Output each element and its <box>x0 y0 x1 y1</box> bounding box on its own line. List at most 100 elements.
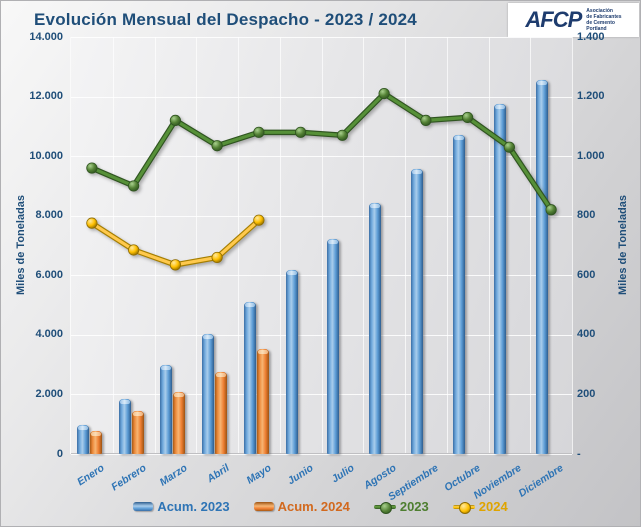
right-axis-tick-label: - <box>577 447 581 460</box>
bar-acum-2023-abril <box>202 334 215 454</box>
afcp-org-line: Portland <box>586 26 607 33</box>
right-axis-tick-label: 800 <box>577 209 596 222</box>
bar-acum-2023-marzo <box>160 364 173 454</box>
legend-label: Acum. 2023 <box>157 499 230 514</box>
x-axis-line <box>71 453 572 454</box>
marker-2023 <box>462 111 474 124</box>
right-axis-title: Miles de Toneladas <box>617 194 629 296</box>
bar-acum-2024-mayo <box>256 348 269 454</box>
marker-2024 <box>253 214 265 226</box>
legend-line-swatch <box>373 501 396 514</box>
v-gridline <box>572 37 573 454</box>
left-axis-tick-label: 12.000 <box>29 90 63 103</box>
right-axis-tick-label: 200 <box>577 387 596 400</box>
legend-item-acum-2024: Acum. 2024 <box>253 499 350 514</box>
legend-label: 2023 <box>399 499 429 514</box>
legend-label: Acum. 2024 <box>277 499 350 514</box>
bar-acum-2023-agosto <box>369 202 382 454</box>
v-gridline <box>405 37 406 454</box>
legend-bar-swatch <box>133 502 154 511</box>
x-axis-label-mayo: Mayo <box>244 462 274 487</box>
left-axis-tick-label: 10.000 <box>29 149 63 162</box>
v-gridline <box>363 37 365 454</box>
line-2024 <box>90 218 261 267</box>
left-axis-tick-label: 8.000 <box>35 209 63 222</box>
line-2023 <box>89 90 554 213</box>
legend-item-2023: 2023 <box>373 499 429 514</box>
line-2023 <box>90 91 553 212</box>
legend-item-acum-2023: Acum. 2023 <box>133 499 230 514</box>
x-axis-label-junio: Junio <box>285 462 316 488</box>
plot-area <box>70 37 573 455</box>
bar-acum-2024-enero <box>89 431 102 454</box>
marker-2024 <box>211 251 223 264</box>
legend-marker-dot <box>458 501 471 514</box>
bar-acum-2023-septiembre <box>410 168 423 454</box>
afcp-org-line: de Fabricantes <box>586 13 622 20</box>
bar-acum-2023-noviembre <box>494 104 507 454</box>
x-axis-label-febrero: Febrero <box>108 462 149 494</box>
chart-title: Evolución Mensual del Despacho - 2023 / … <box>34 10 417 29</box>
v-gridline <box>238 37 239 454</box>
left-axis-tick-label: 2.000 <box>35 387 63 400</box>
legend: Acum. 2023 Acum. 2024 2023 2024 <box>1 499 640 514</box>
afcp-wordmark: AFCP <box>525 7 582 32</box>
line-series-layer <box>86 87 557 271</box>
legend-item-2024: 2024 <box>452 499 508 514</box>
marker-2023 <box>378 87 390 100</box>
bar-acum-2024-marzo <box>173 391 186 454</box>
marker-2023 <box>169 114 181 127</box>
x-axis-label-abril: Abril <box>205 462 232 486</box>
bar-acum-2023-octubre <box>452 135 465 454</box>
legend-marker-dot <box>379 501 392 514</box>
bar-acum-2024-abril <box>215 371 228 454</box>
left-axis-tick-label: 14.000 <box>29 30 63 43</box>
bar-acum-2023-junio <box>285 270 298 454</box>
bar-acum-2024-febrero <box>131 410 144 454</box>
right-axis-tick-label: 1.200 <box>577 90 605 103</box>
bar-acum-2023-diciembre <box>536 79 549 454</box>
right-axis-tick-label: 1.400 <box>577 30 605 43</box>
marker-2023 <box>253 126 265 138</box>
marker-2023 <box>128 180 140 192</box>
marker-2023 <box>545 204 557 216</box>
h-gridline <box>71 454 572 455</box>
right-axis-tick-label: 1.000 <box>577 149 605 162</box>
v-gridline <box>446 37 448 454</box>
bar-acum-2023-febrero <box>118 398 131 454</box>
marker-2023 <box>295 126 307 138</box>
marker-2023 <box>420 114 432 127</box>
v-gridline <box>321 37 323 454</box>
afcp-org-line: de Cemento <box>586 20 615 26</box>
bar-acum-2023-julio <box>327 238 340 454</box>
x-axis-label-diciembre: Diciembre <box>516 462 566 500</box>
v-gridline <box>154 37 156 454</box>
bar-acum-2023-mayo <box>243 301 256 454</box>
legend-bar-swatch <box>253 502 274 511</box>
v-gridline <box>279 37 281 454</box>
marker-2023 <box>86 162 98 174</box>
legend-line-swatch <box>452 501 475 514</box>
v-gridline <box>530 37 532 454</box>
marker-2024 <box>128 244 140 256</box>
v-gridline <box>488 37 490 454</box>
legend-label: 2024 <box>478 499 508 514</box>
marker-2024 <box>169 259 181 271</box>
v-gridline <box>112 37 114 454</box>
marker-2024 <box>86 217 98 229</box>
marker-2023 <box>336 129 348 141</box>
x-axis-label-enero: Enero <box>74 462 107 489</box>
x-axis-label-julio: Julio <box>329 462 357 486</box>
left-axis-tick-label: 0 <box>56 447 63 460</box>
marker-2023 <box>211 140 223 152</box>
x-axis-label-marzo: Marzo <box>157 462 190 489</box>
marker-2023 <box>503 141 515 153</box>
left-axis-tick-label: 4.000 <box>35 328 63 341</box>
left-axis-tick-label: 6.000 <box>35 268 63 281</box>
afcp-org-line: Asociación <box>586 7 613 14</box>
afcp-org-text: Asociación de Fabricantes de Cemento Portla… <box>586 8 621 33</box>
right-axis-tick-label: 400 <box>577 328 596 341</box>
bar-acum-2023-enero <box>76 425 89 454</box>
right-axis-tick-label: 600 <box>577 268 596 281</box>
